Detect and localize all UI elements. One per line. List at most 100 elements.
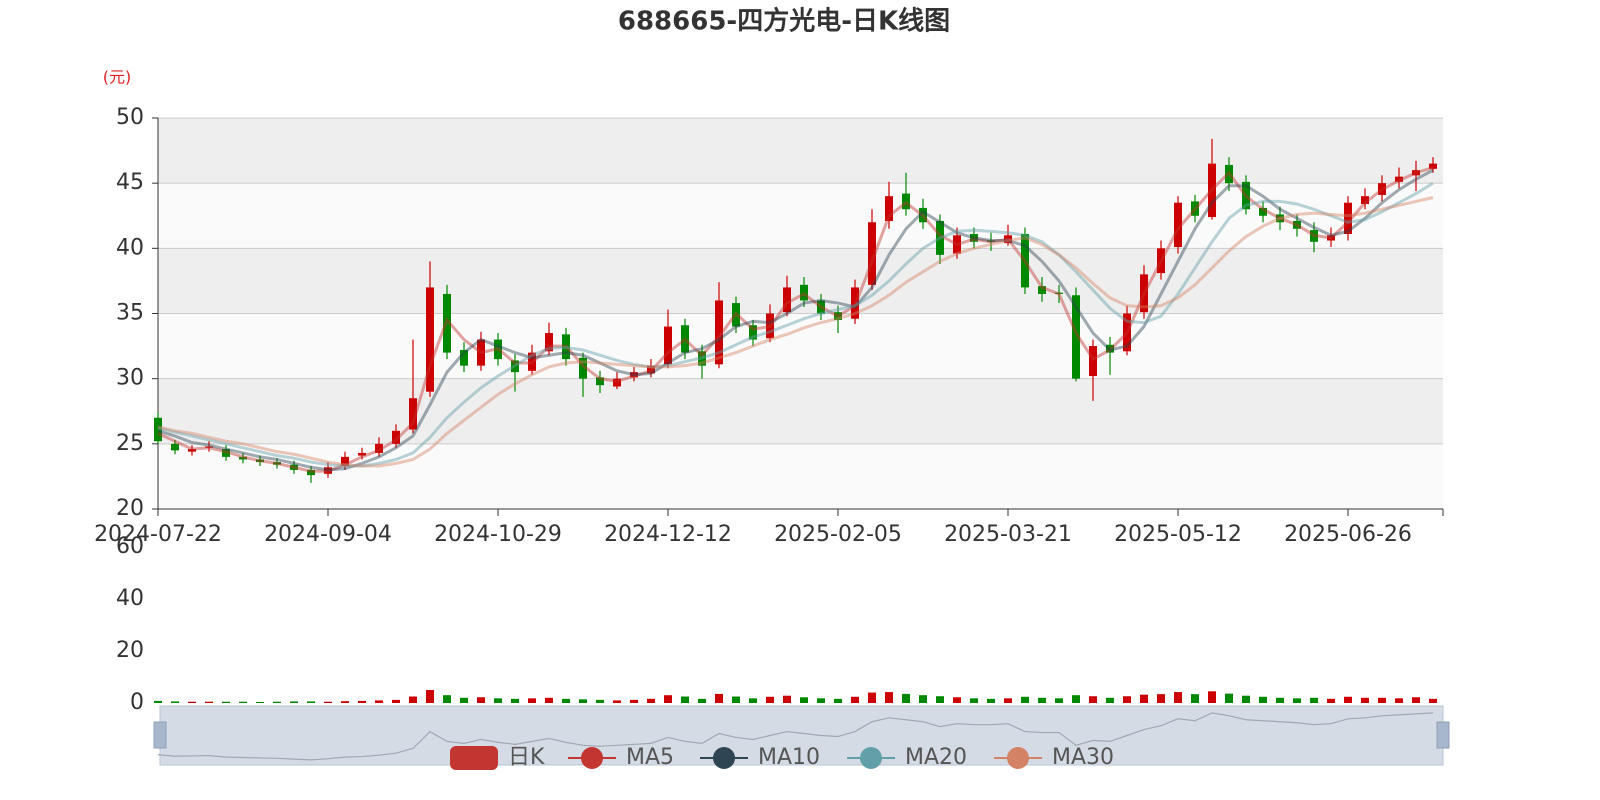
candle-body <box>1123 313 1131 352</box>
volume-bar <box>1242 695 1250 703</box>
candle-body <box>324 467 332 474</box>
y-unit: (元) <box>103 68 132 87</box>
candle-body <box>936 220 944 255</box>
candle-body <box>1072 295 1080 379</box>
candle-body <box>1395 176 1403 182</box>
volume-bar <box>1106 697 1114 703</box>
candle-body <box>222 449 230 457</box>
candle-body <box>919 207 927 223</box>
candle-body <box>783 287 791 313</box>
volume-bar <box>783 695 791 703</box>
candle-body <box>1259 207 1267 216</box>
candle-body <box>1140 274 1148 313</box>
candle-body <box>1412 170 1420 176</box>
candle-body <box>800 284 808 301</box>
x-tick-label: 2024-09-04 <box>264 522 392 547</box>
volume-bar <box>970 698 978 703</box>
x-tick-label: 2025-06-26 <box>1284 522 1412 547</box>
volume-bar <box>1021 696 1029 703</box>
volume-bar <box>834 698 842 703</box>
volume-bar <box>426 690 434 703</box>
y-tick-label: 25 <box>116 431 144 456</box>
candle-body <box>1021 233 1029 288</box>
volume-bar <box>562 698 570 703</box>
volume-bar <box>664 695 672 703</box>
candle-body <box>528 352 536 371</box>
volume-bar <box>375 700 383 703</box>
volume-bar <box>1140 694 1148 703</box>
y-tick-label: 35 <box>116 301 144 326</box>
candle-body <box>987 240 995 242</box>
candle-body <box>1038 286 1046 294</box>
volume-bar <box>341 701 349 703</box>
candle-body <box>460 349 468 366</box>
grid-band <box>158 378 1443 444</box>
volume-bar <box>460 697 468 703</box>
ma-line <box>157 196 1434 468</box>
volume-bar <box>817 698 825 703</box>
volume-bar <box>1123 696 1131 703</box>
candle-body <box>188 449 196 452</box>
candle-body <box>1225 164 1233 184</box>
candle-body <box>1089 346 1097 377</box>
volume-bar <box>647 698 655 703</box>
volume-bar <box>1259 696 1267 703</box>
candle-body <box>477 339 485 366</box>
candle-body <box>596 377 604 386</box>
volume-bar <box>494 698 502 703</box>
y-tick-label: 30 <box>116 366 144 391</box>
volume-bar <box>800 697 808 703</box>
volume-y-tick-label: 0 <box>130 690 144 715</box>
candle-body <box>562 334 570 360</box>
volume-bar <box>188 701 196 703</box>
volume-bar <box>1378 697 1386 703</box>
candle-body <box>1293 220 1301 229</box>
candle-body <box>1378 183 1386 195</box>
candle-body <box>1361 196 1369 205</box>
legend-symbol <box>581 747 603 769</box>
candle-body <box>834 312 842 321</box>
grid-band <box>158 248 1443 314</box>
volume-bar <box>936 696 944 703</box>
volume-bar <box>1174 692 1182 703</box>
candle-body <box>613 378 621 387</box>
candle-body <box>494 339 502 360</box>
candle-body <box>1174 202 1182 248</box>
candle-body <box>732 303 740 327</box>
candle-body <box>358 452 366 456</box>
volume-bar <box>205 701 213 703</box>
volume-bar <box>256 701 264 703</box>
x-tick-label: 2024-12-12 <box>604 522 732 547</box>
ma-line <box>157 168 1434 472</box>
legend-symbol <box>713 747 735 769</box>
candle-body <box>885 196 893 221</box>
candle-body <box>970 233 978 242</box>
volume-bar <box>1361 697 1369 703</box>
candle-body <box>1310 230 1318 242</box>
candle-body <box>290 464 298 470</box>
slider-handle[interactable] <box>153 721 167 749</box>
slider-handle[interactable] <box>1436 721 1450 749</box>
volume-bar <box>1157 694 1165 703</box>
volume-bar <box>1276 697 1284 703</box>
volume-bar <box>545 697 553 703</box>
candle-body <box>664 326 672 365</box>
volume-bar <box>732 696 740 703</box>
volume-bar <box>1225 693 1233 703</box>
volume-bar <box>953 697 961 703</box>
volume-bar <box>222 701 230 703</box>
legend-label: MA20 <box>905 745 967 770</box>
candle-body <box>392 430 400 444</box>
volume-bar <box>1004 698 1012 703</box>
volume-bar <box>1208 691 1216 703</box>
x-tick-label: 2024-10-29 <box>434 522 562 547</box>
volume-bar <box>154 700 162 703</box>
candle-body <box>647 365 655 374</box>
candle-body <box>749 325 757 340</box>
volume-bar <box>1412 697 1420 703</box>
volume-bar <box>1429 698 1437 703</box>
volume-bar <box>902 693 910 703</box>
y-tick-label: 20 <box>116 496 144 521</box>
legend-label: 日K <box>508 745 545 770</box>
candle-body <box>579 357 587 379</box>
